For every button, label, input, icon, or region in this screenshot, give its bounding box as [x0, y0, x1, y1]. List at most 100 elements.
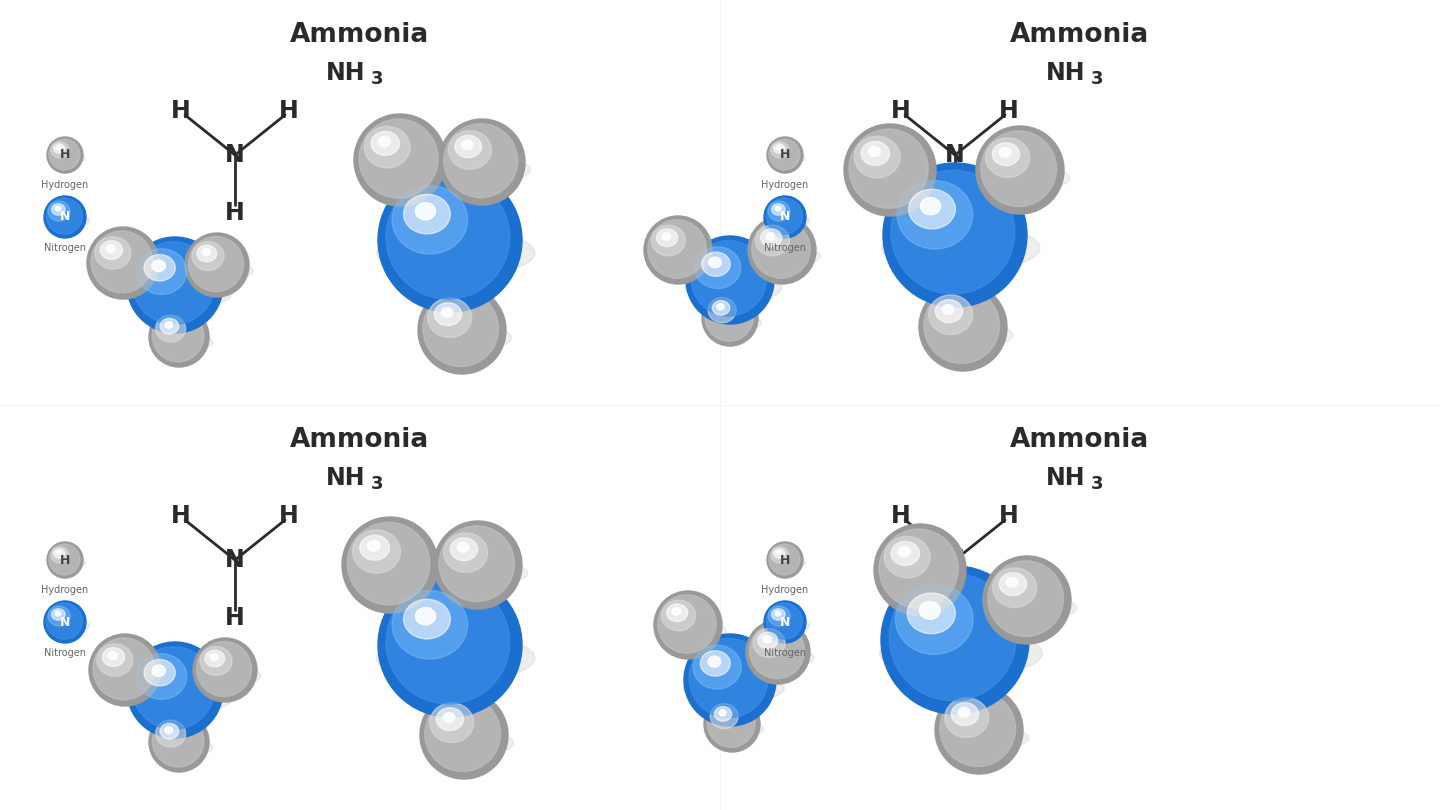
- Ellipse shape: [55, 206, 60, 211]
- Text: H: H: [780, 148, 791, 161]
- Ellipse shape: [416, 202, 435, 220]
- Ellipse shape: [107, 245, 115, 253]
- Ellipse shape: [86, 227, 158, 299]
- Ellipse shape: [700, 650, 730, 676]
- Ellipse shape: [683, 673, 785, 703]
- Ellipse shape: [419, 325, 511, 351]
- Ellipse shape: [422, 730, 514, 756]
- Ellipse shape: [907, 593, 955, 633]
- Ellipse shape: [101, 241, 122, 259]
- Text: N: N: [780, 211, 791, 224]
- Ellipse shape: [768, 201, 791, 221]
- Ellipse shape: [985, 138, 1030, 177]
- Ellipse shape: [992, 568, 1037, 608]
- Ellipse shape: [768, 606, 791, 626]
- Ellipse shape: [45, 196, 86, 238]
- Ellipse shape: [91, 231, 153, 293]
- Ellipse shape: [752, 220, 811, 278]
- Ellipse shape: [108, 651, 118, 659]
- Ellipse shape: [776, 146, 782, 150]
- Ellipse shape: [684, 634, 776, 726]
- Ellipse shape: [48, 201, 71, 221]
- Ellipse shape: [200, 646, 232, 676]
- Ellipse shape: [435, 303, 462, 326]
- Ellipse shape: [775, 611, 780, 616]
- Ellipse shape: [153, 665, 166, 676]
- Ellipse shape: [760, 229, 782, 246]
- Ellipse shape: [766, 603, 802, 639]
- Ellipse shape: [91, 666, 166, 687]
- Ellipse shape: [749, 246, 821, 266]
- Ellipse shape: [645, 246, 717, 266]
- Ellipse shape: [144, 254, 176, 281]
- Text: H: H: [945, 606, 965, 630]
- Ellipse shape: [451, 538, 478, 561]
- Text: H: H: [279, 99, 300, 123]
- Ellipse shape: [706, 293, 753, 341]
- Ellipse shape: [854, 136, 900, 178]
- Ellipse shape: [444, 533, 488, 573]
- Ellipse shape: [48, 558, 85, 569]
- Ellipse shape: [940, 691, 1015, 766]
- Ellipse shape: [150, 334, 213, 352]
- Ellipse shape: [43, 214, 89, 228]
- Ellipse shape: [439, 526, 514, 602]
- Ellipse shape: [416, 608, 435, 625]
- Ellipse shape: [746, 620, 809, 684]
- Ellipse shape: [210, 654, 219, 661]
- Ellipse shape: [694, 247, 740, 288]
- Text: H: H: [891, 99, 912, 123]
- Ellipse shape: [756, 225, 789, 256]
- Ellipse shape: [197, 245, 216, 262]
- Ellipse shape: [719, 710, 726, 716]
- Ellipse shape: [920, 198, 940, 215]
- Ellipse shape: [156, 315, 186, 342]
- Ellipse shape: [661, 600, 696, 631]
- Text: N: N: [60, 211, 71, 224]
- Ellipse shape: [127, 683, 232, 714]
- Ellipse shape: [708, 257, 721, 267]
- Ellipse shape: [49, 544, 81, 575]
- Ellipse shape: [367, 540, 380, 551]
- Ellipse shape: [444, 124, 518, 198]
- Text: Nitrogen: Nitrogen: [765, 648, 806, 658]
- Ellipse shape: [985, 595, 1077, 621]
- Text: 3: 3: [370, 70, 383, 88]
- Ellipse shape: [690, 638, 768, 718]
- Text: 3: 3: [370, 475, 383, 493]
- Ellipse shape: [920, 322, 1012, 348]
- Text: N: N: [780, 616, 791, 629]
- Ellipse shape: [88, 258, 164, 280]
- Ellipse shape: [701, 252, 730, 276]
- Ellipse shape: [52, 203, 65, 215]
- Ellipse shape: [710, 704, 739, 729]
- Ellipse shape: [50, 547, 69, 563]
- Ellipse shape: [929, 295, 972, 335]
- Ellipse shape: [144, 659, 176, 686]
- Ellipse shape: [703, 314, 762, 331]
- Ellipse shape: [881, 224, 1040, 271]
- Ellipse shape: [392, 185, 468, 254]
- Ellipse shape: [644, 216, 711, 284]
- Ellipse shape: [655, 621, 726, 642]
- Ellipse shape: [976, 126, 1064, 214]
- Ellipse shape: [769, 544, 801, 575]
- Ellipse shape: [935, 686, 1022, 774]
- Text: H: H: [945, 201, 965, 225]
- Ellipse shape: [945, 698, 989, 737]
- Text: NH: NH: [1047, 61, 1086, 85]
- Ellipse shape: [192, 241, 225, 271]
- Ellipse shape: [364, 126, 410, 168]
- Ellipse shape: [768, 137, 804, 173]
- Ellipse shape: [704, 721, 763, 737]
- Ellipse shape: [658, 595, 716, 653]
- Ellipse shape: [880, 629, 1043, 677]
- Ellipse shape: [891, 541, 920, 565]
- Ellipse shape: [765, 196, 806, 238]
- Ellipse shape: [425, 696, 501, 771]
- Ellipse shape: [439, 119, 526, 205]
- Ellipse shape: [441, 157, 530, 182]
- Ellipse shape: [763, 214, 809, 228]
- Text: H: H: [171, 99, 192, 123]
- Ellipse shape: [186, 261, 253, 280]
